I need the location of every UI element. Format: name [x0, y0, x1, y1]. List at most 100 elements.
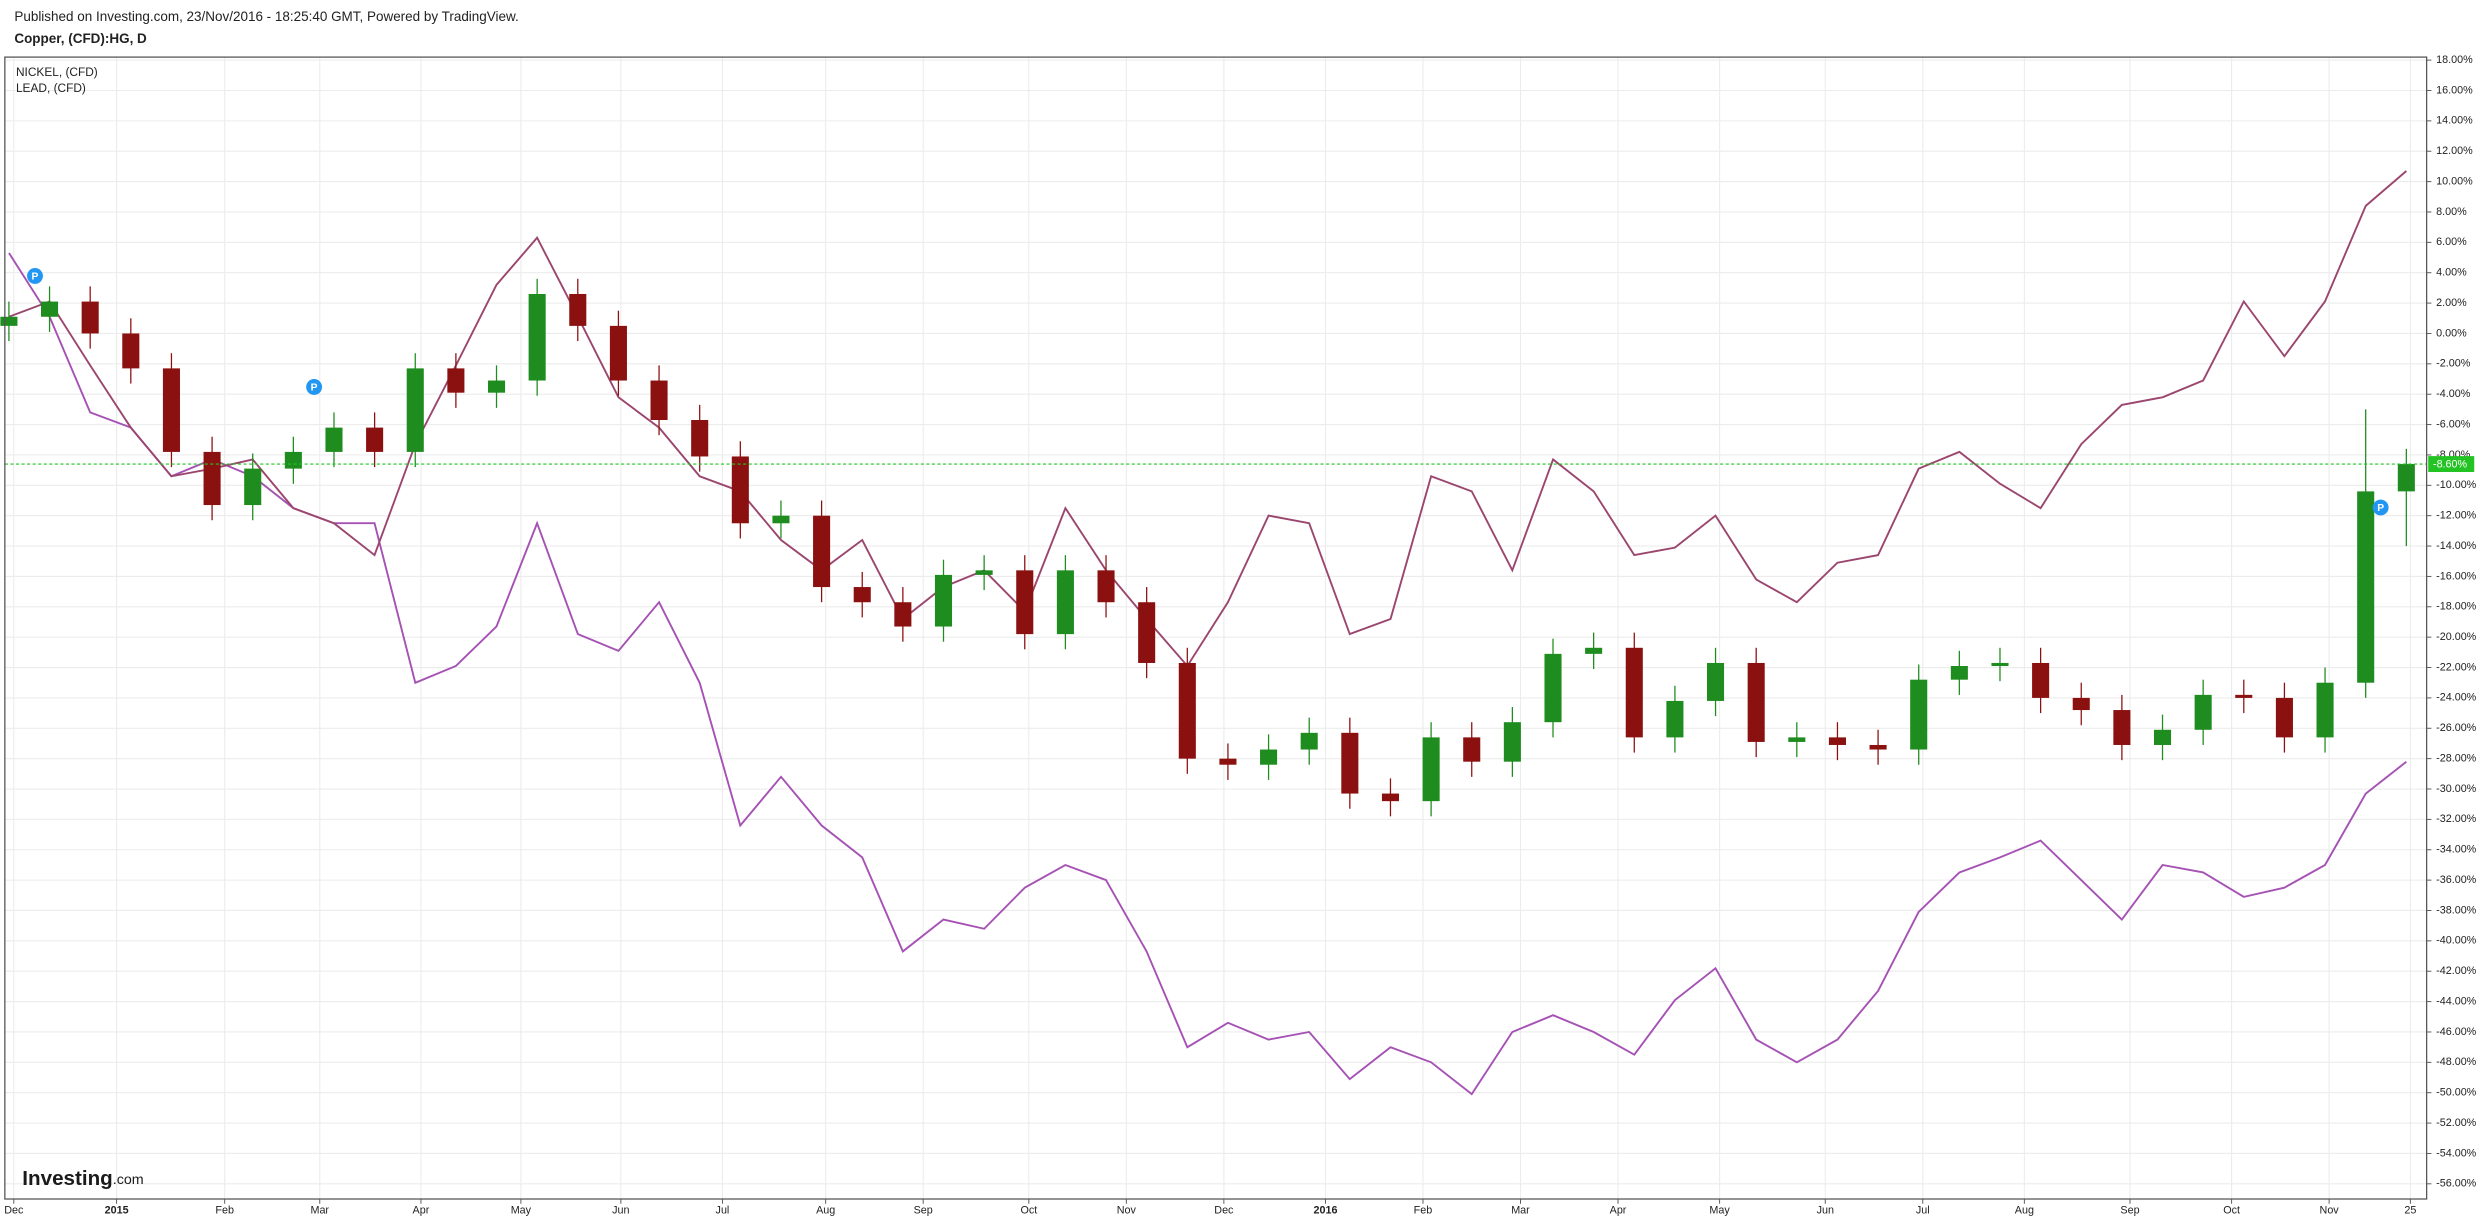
candle-body — [1666, 700, 1684, 738]
candle-body — [2275, 697, 2293, 738]
candle-body — [1219, 758, 1237, 765]
candle-body — [650, 380, 668, 421]
candle-body — [1910, 679, 1928, 750]
candle-body — [284, 451, 302, 469]
y-tick-label: 6.00% — [2436, 236, 2467, 248]
candle-body — [2113, 710, 2131, 745]
candle-body — [1381, 793, 1400, 802]
y-tick-label: -10.00% — [2436, 479, 2477, 491]
candle-body — [2032, 662, 2050, 698]
x-tick-label: Feb — [215, 1205, 234, 1217]
event-marker-dot — [306, 379, 323, 395]
candle-body — [934, 574, 953, 627]
x-tick-label: Sep — [914, 1205, 933, 1217]
x-tick-label: Nov — [1117, 1205, 1137, 1217]
y-tick-label: -12.00% — [2436, 510, 2477, 522]
y-tick-label: 14.00% — [2436, 115, 2473, 127]
y-tick-label: -2.00% — [2436, 358, 2471, 370]
candle-body — [122, 333, 140, 369]
y-tick-label: -4.00% — [2436, 388, 2471, 400]
y-tick-label: -54.00% — [2436, 1147, 2477, 1159]
x-tick-label: Feb — [1414, 1205, 1433, 1217]
candle-body — [1260, 749, 1278, 765]
candle-body — [1300, 732, 1318, 750]
candle-body — [813, 515, 831, 588]
event-marker-label: P — [32, 271, 39, 282]
candle-body — [1585, 647, 1603, 654]
candle-body — [2235, 694, 2253, 698]
y-tick-label: -34.00% — [2436, 844, 2477, 856]
candle-body — [1625, 647, 1643, 738]
candle-body — [1341, 732, 1359, 794]
logo: Investing.com — [22, 1167, 143, 1190]
candle-body — [162, 368, 180, 452]
candle-body — [894, 602, 912, 627]
y-tick-label: -44.00% — [2436, 995, 2477, 1007]
x-tick-label: Sep — [2120, 1205, 2139, 1217]
y-tick-label: 10.00% — [2436, 175, 2473, 187]
candle-body — [203, 451, 221, 506]
x-tick-label: Aug — [816, 1205, 835, 1217]
x-tick-label: Apr — [413, 1205, 430, 1217]
y-tick-label: -22.00% — [2436, 661, 2477, 673]
candle-body — [487, 380, 506, 393]
candle-body — [41, 301, 59, 317]
event-marker-label: P — [311, 382, 318, 393]
candle-body — [2194, 694, 2212, 730]
event-marker: P — [27, 268, 43, 284]
event-marker-dot — [27, 268, 43, 284]
last-price-box — [2428, 456, 2475, 472]
candle-body — [1869, 744, 1887, 750]
chart-title: Copper, (CFD):HG, D — [14, 31, 147, 46]
candle-body — [1138, 602, 1156, 663]
y-tick-label: -40.00% — [2436, 935, 2477, 947]
candle-body — [1991, 662, 2009, 667]
candle-body — [1950, 666, 1968, 680]
candle-body — [1463, 737, 1481, 762]
y-tick-label: -14.00% — [2436, 540, 2477, 552]
y-tick-label: 16.00% — [2436, 84, 2473, 96]
legend-entry: LEAD, (CFD) — [16, 81, 86, 95]
y-tick-label: 8.00% — [2436, 206, 2467, 218]
x-tick-label: Nov — [2320, 1205, 2340, 1217]
lines — [8, 170, 2407, 1096]
y-tick-label: -20.00% — [2436, 631, 2477, 643]
y-tick-label: -52.00% — [2436, 1117, 2477, 1129]
logo-suffix: .com — [113, 1172, 144, 1188]
x-tick-label: Dec — [1214, 1205, 1234, 1217]
candle-body — [1097, 570, 1115, 603]
candle-body — [81, 301, 99, 334]
event-marker: P — [306, 379, 323, 395]
y-tick-label: -36.00% — [2436, 874, 2477, 886]
candle-body — [1056, 570, 1074, 635]
candle-body — [731, 456, 749, 524]
x-tick-label: Oct — [1020, 1205, 1037, 1217]
candle-body — [0, 316, 18, 326]
y-tick-label: 12.00% — [2436, 145, 2473, 157]
logo-main: Investing — [22, 1167, 112, 1190]
y-tick-label: 2.00% — [2436, 297, 2467, 309]
y-tick-label: -48.00% — [2436, 1056, 2477, 1068]
candle-body — [2397, 464, 2415, 492]
x-tick-label: 2016 — [1313, 1205, 1337, 1217]
candle-body — [2072, 697, 2090, 711]
y-tick-label: -56.00% — [2436, 1178, 2477, 1190]
x-tick-label: Jul — [716, 1205, 730, 1217]
y-tick-label: -18.00% — [2436, 601, 2477, 613]
x-tick-label: Jun — [612, 1205, 629, 1217]
y-tick-label: 18.00% — [2436, 54, 2473, 66]
last-price-label: -8.60% — [2433, 459, 2468, 471]
candles — [0, 278, 2415, 817]
y-tick-label: -24.00% — [2436, 692, 2477, 704]
published-note: Published on Investing.com, 23/Nov/2016 … — [14, 9, 518, 24]
x-tick-label: Mar — [1511, 1205, 1530, 1217]
axes: 18.00% 16.00% 14.00% 12.00% 10.00% 8.00% 6.00%… — [4, 54, 2476, 1217]
candle-body — [609, 325, 627, 381]
y-tick-label: -16.00% — [2436, 570, 2477, 582]
candle-body — [406, 368, 424, 452]
event-marker-label: P — [2377, 503, 2384, 514]
candle-body — [1422, 737, 1440, 802]
candle-body — [1828, 737, 1846, 745]
